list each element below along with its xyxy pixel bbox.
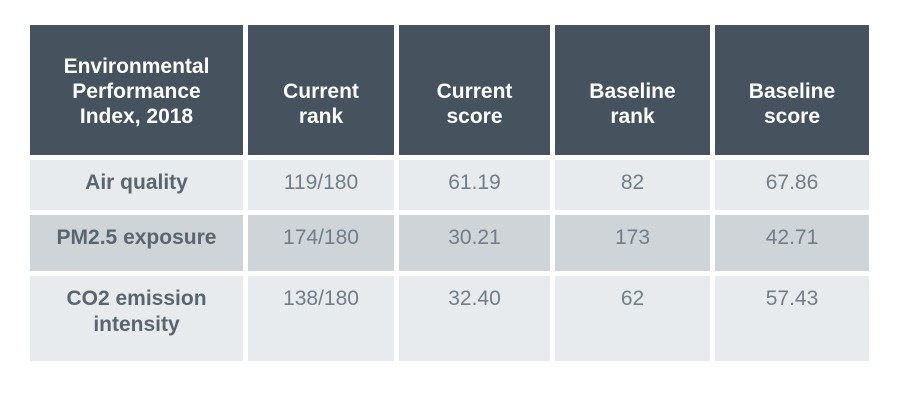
table-body: Air quality 119/180 61.19 82 67.86 PM2.5… — [30, 160, 869, 361]
header-row: Environmental Performance Index, 2018 Cu… — [30, 25, 869, 155]
cell-current-score: 32.40 — [399, 276, 550, 361]
table-row-air-quality: Air quality 119/180 61.19 82 67.86 — [30, 160, 869, 210]
header-cell-current-rank: Current rank — [248, 25, 394, 155]
header-cell-indicator: Environmental Performance Index, 2018 — [30, 25, 243, 155]
row-label: PM2.5 exposure — [30, 215, 243, 271]
cell-baseline-score: 42.71 — [715, 215, 869, 271]
cell-baseline-score: 67.86 — [715, 160, 869, 210]
cell-current-rank: 119/180 — [248, 160, 394, 210]
table-row-pm25-exposure: PM2.5 exposure 174/180 30.21 173 42.71 — [30, 215, 869, 271]
header-cell-baseline-score: Baseline score — [715, 25, 869, 155]
cell-current-rank: 138/180 — [248, 276, 394, 361]
table-row-co2-emission-intensity: CO2 emission intensity 138/180 32.40 62 … — [30, 276, 869, 361]
table-header: Environmental Performance Index, 2018 Cu… — [30, 25, 869, 155]
header-cell-baseline-rank: Baseline rank — [555, 25, 710, 155]
cell-baseline-rank: 82 — [555, 160, 710, 210]
cell-current-score: 61.19 — [399, 160, 550, 210]
row-label: CO2 emission intensity — [30, 276, 243, 361]
cell-current-score: 30.21 — [399, 215, 550, 271]
cell-baseline-rank: 62 — [555, 276, 710, 361]
epi-table: Environmental Performance Index, 2018 Cu… — [25, 20, 874, 366]
row-label: Air quality — [30, 160, 243, 210]
cell-current-rank: 174/180 — [248, 215, 394, 271]
cell-baseline-score: 57.43 — [715, 276, 869, 361]
cell-baseline-rank: 173 — [555, 215, 710, 271]
header-cell-current-score: Current score — [399, 25, 550, 155]
